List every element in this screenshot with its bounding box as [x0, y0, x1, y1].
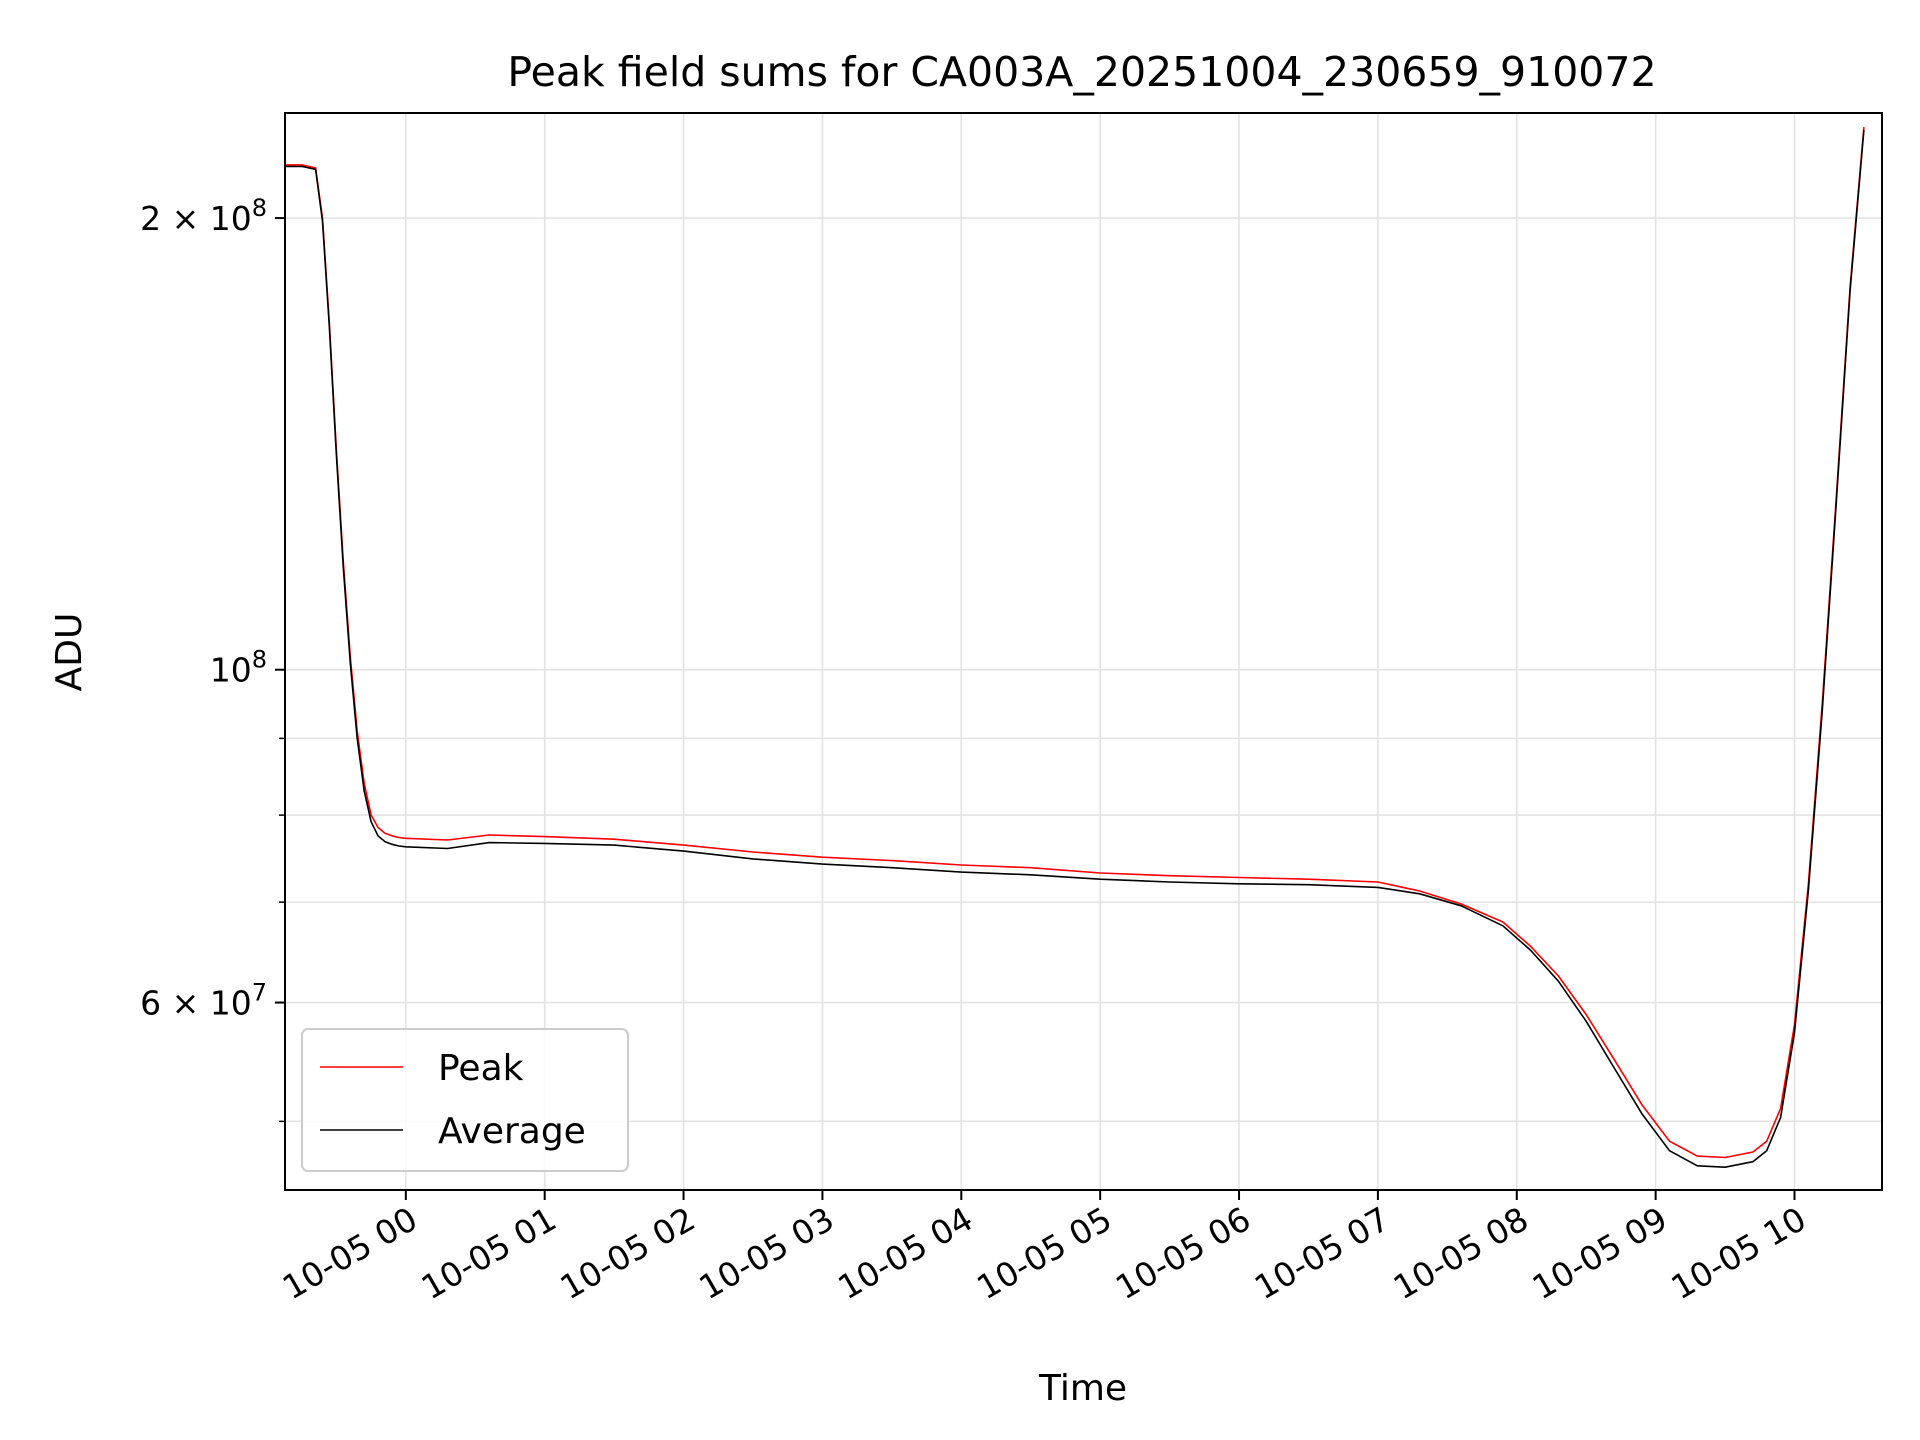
chart-title: Peak field sums for CA003A_20251004_2306… [507, 48, 1656, 96]
grid [285, 113, 1882, 1190]
series-layer [285, 126, 1865, 1168]
x-axis-label: Time [1038, 1368, 1127, 1409]
y-axis-ticks: 2 × 108 108 6 × 107 [140, 194, 285, 1123]
y-tick-label: 6 × 107 [140, 979, 267, 1023]
legend-box [301, 1028, 629, 1172]
series-average-line [285, 129, 1865, 1168]
y-tick-label: 108 [210, 646, 267, 690]
legend: Peak Average [301, 1028, 629, 1172]
plot-area-frame [284, 112, 1883, 1191]
legend-average-label: Average [438, 1111, 586, 1152]
series-peak-line [285, 126, 1865, 1159]
legend-peak-label: Peak [438, 1048, 524, 1089]
y-tick-label: 2 × 108 [140, 194, 267, 238]
y-axis-label: ADU [49, 613, 90, 692]
